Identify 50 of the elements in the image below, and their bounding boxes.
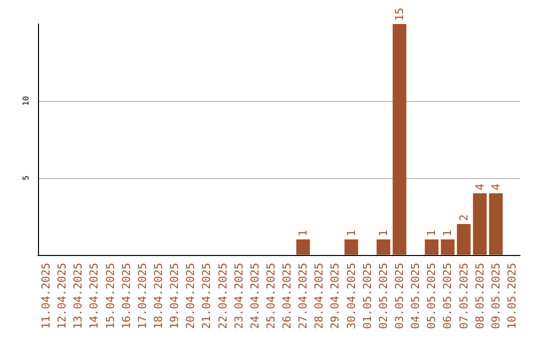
- x-tick-label: 30.04.2025: [344, 262, 358, 330]
- bar: [376, 239, 390, 255]
- x-tick-label: 20.04.2025: [184, 262, 198, 330]
- x-tick-label: 22.04.2025: [216, 262, 230, 330]
- x-tick-label: 18.04.2025: [152, 262, 165, 330]
- bar: [456, 224, 471, 255]
- x-tick-label: 19.04.2025: [168, 262, 182, 330]
- x-tick-label: 12.04.2025: [56, 262, 69, 330]
- x-tick-label: 24.04.2025: [248, 262, 262, 330]
- data-label: 1: [296, 230, 310, 236]
- x-tick-label: 14.04.2025: [88, 262, 101, 330]
- x-tick-label: 23.04.2025: [232, 262, 246, 330]
- x-tick-label: 07.05.2025: [457, 262, 470, 330]
- y-tick-label: 10: [22, 96, 30, 106]
- x-tick-label: 29.04.2025: [328, 262, 342, 330]
- x-tick-label: 11.04.2025: [40, 262, 53, 330]
- data-label: 4: [489, 183, 502, 190]
- bar: [489, 193, 503, 255]
- data-label: 1: [344, 230, 358, 236]
- x-tick-label: 01.05.2025: [360, 262, 374, 330]
- bar: [473, 193, 487, 255]
- bar: [344, 239, 358, 255]
- x-tick-label: 10.05.2025: [505, 262, 518, 330]
- bar: [392, 24, 406, 255]
- x-tick-label: 02.05.2025: [376, 262, 390, 330]
- data-label: 2: [457, 214, 470, 222]
- bar: [296, 239, 310, 255]
- x-tick-label: 09.05.2025: [489, 262, 502, 330]
- x-tick-label: 25.04.2025: [264, 262, 278, 330]
- x-tick-label: 03.05.2025: [393, 262, 406, 330]
- x-tick-label: 15.04.2025: [104, 262, 117, 330]
- x-tick-label: 06.05.2025: [441, 262, 454, 330]
- data-label: 1: [425, 230, 438, 236]
- x-tick-label: 17.04.2025: [136, 262, 149, 330]
- data-label: 4: [473, 183, 486, 190]
- bar: [424, 239, 438, 255]
- x-tick-label: 27.04.2025: [296, 262, 310, 330]
- data-label: 1: [376, 230, 390, 236]
- x-tick-label: 05.05.2025: [425, 262, 438, 330]
- x-tick-label: 16.04.2025: [120, 262, 133, 330]
- data-label: 15: [393, 8, 406, 21]
- x-tick-label: 28.04.2025: [312, 262, 326, 330]
- x-tick-label: 08.05.2025: [473, 262, 486, 330]
- x-tick-label: 26.04.2025: [280, 262, 294, 330]
- x-tick-label: 13.04.2025: [72, 262, 85, 330]
- x-tick-label: 04.05.2025: [409, 262, 422, 330]
- x-tick-label: 21.04.2025: [200, 262, 214, 330]
- data-label: 1: [441, 230, 454, 236]
- y-tick-label: 5: [22, 175, 30, 180]
- bar: [440, 239, 455, 255]
